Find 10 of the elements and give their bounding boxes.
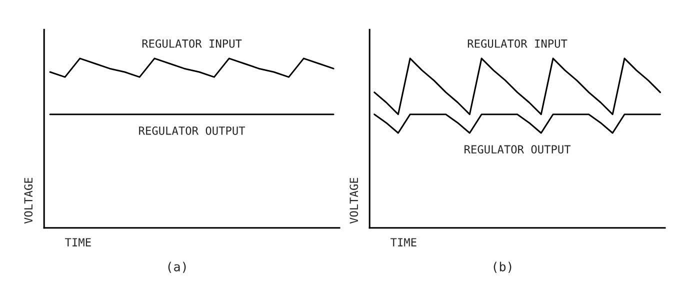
x-axis-title: TIME	[65, 238, 91, 246]
series-label: REGULATOR OUTPUT	[464, 145, 571, 154]
text: (a)	[168, 262, 186, 273]
y-axis-title: VOLTAGE	[350, 178, 358, 224]
series-label: REGULATOR INPUT	[468, 39, 568, 48]
text: (b)	[494, 262, 512, 273]
y-axis-title: VOLTAGE	[24, 178, 33, 224]
series-label: REGULATOR INPUT	[142, 39, 242, 48]
x-axis-title: TIME	[390, 238, 416, 246]
series-label: REGULATOR OUTPUT	[139, 126, 246, 135]
